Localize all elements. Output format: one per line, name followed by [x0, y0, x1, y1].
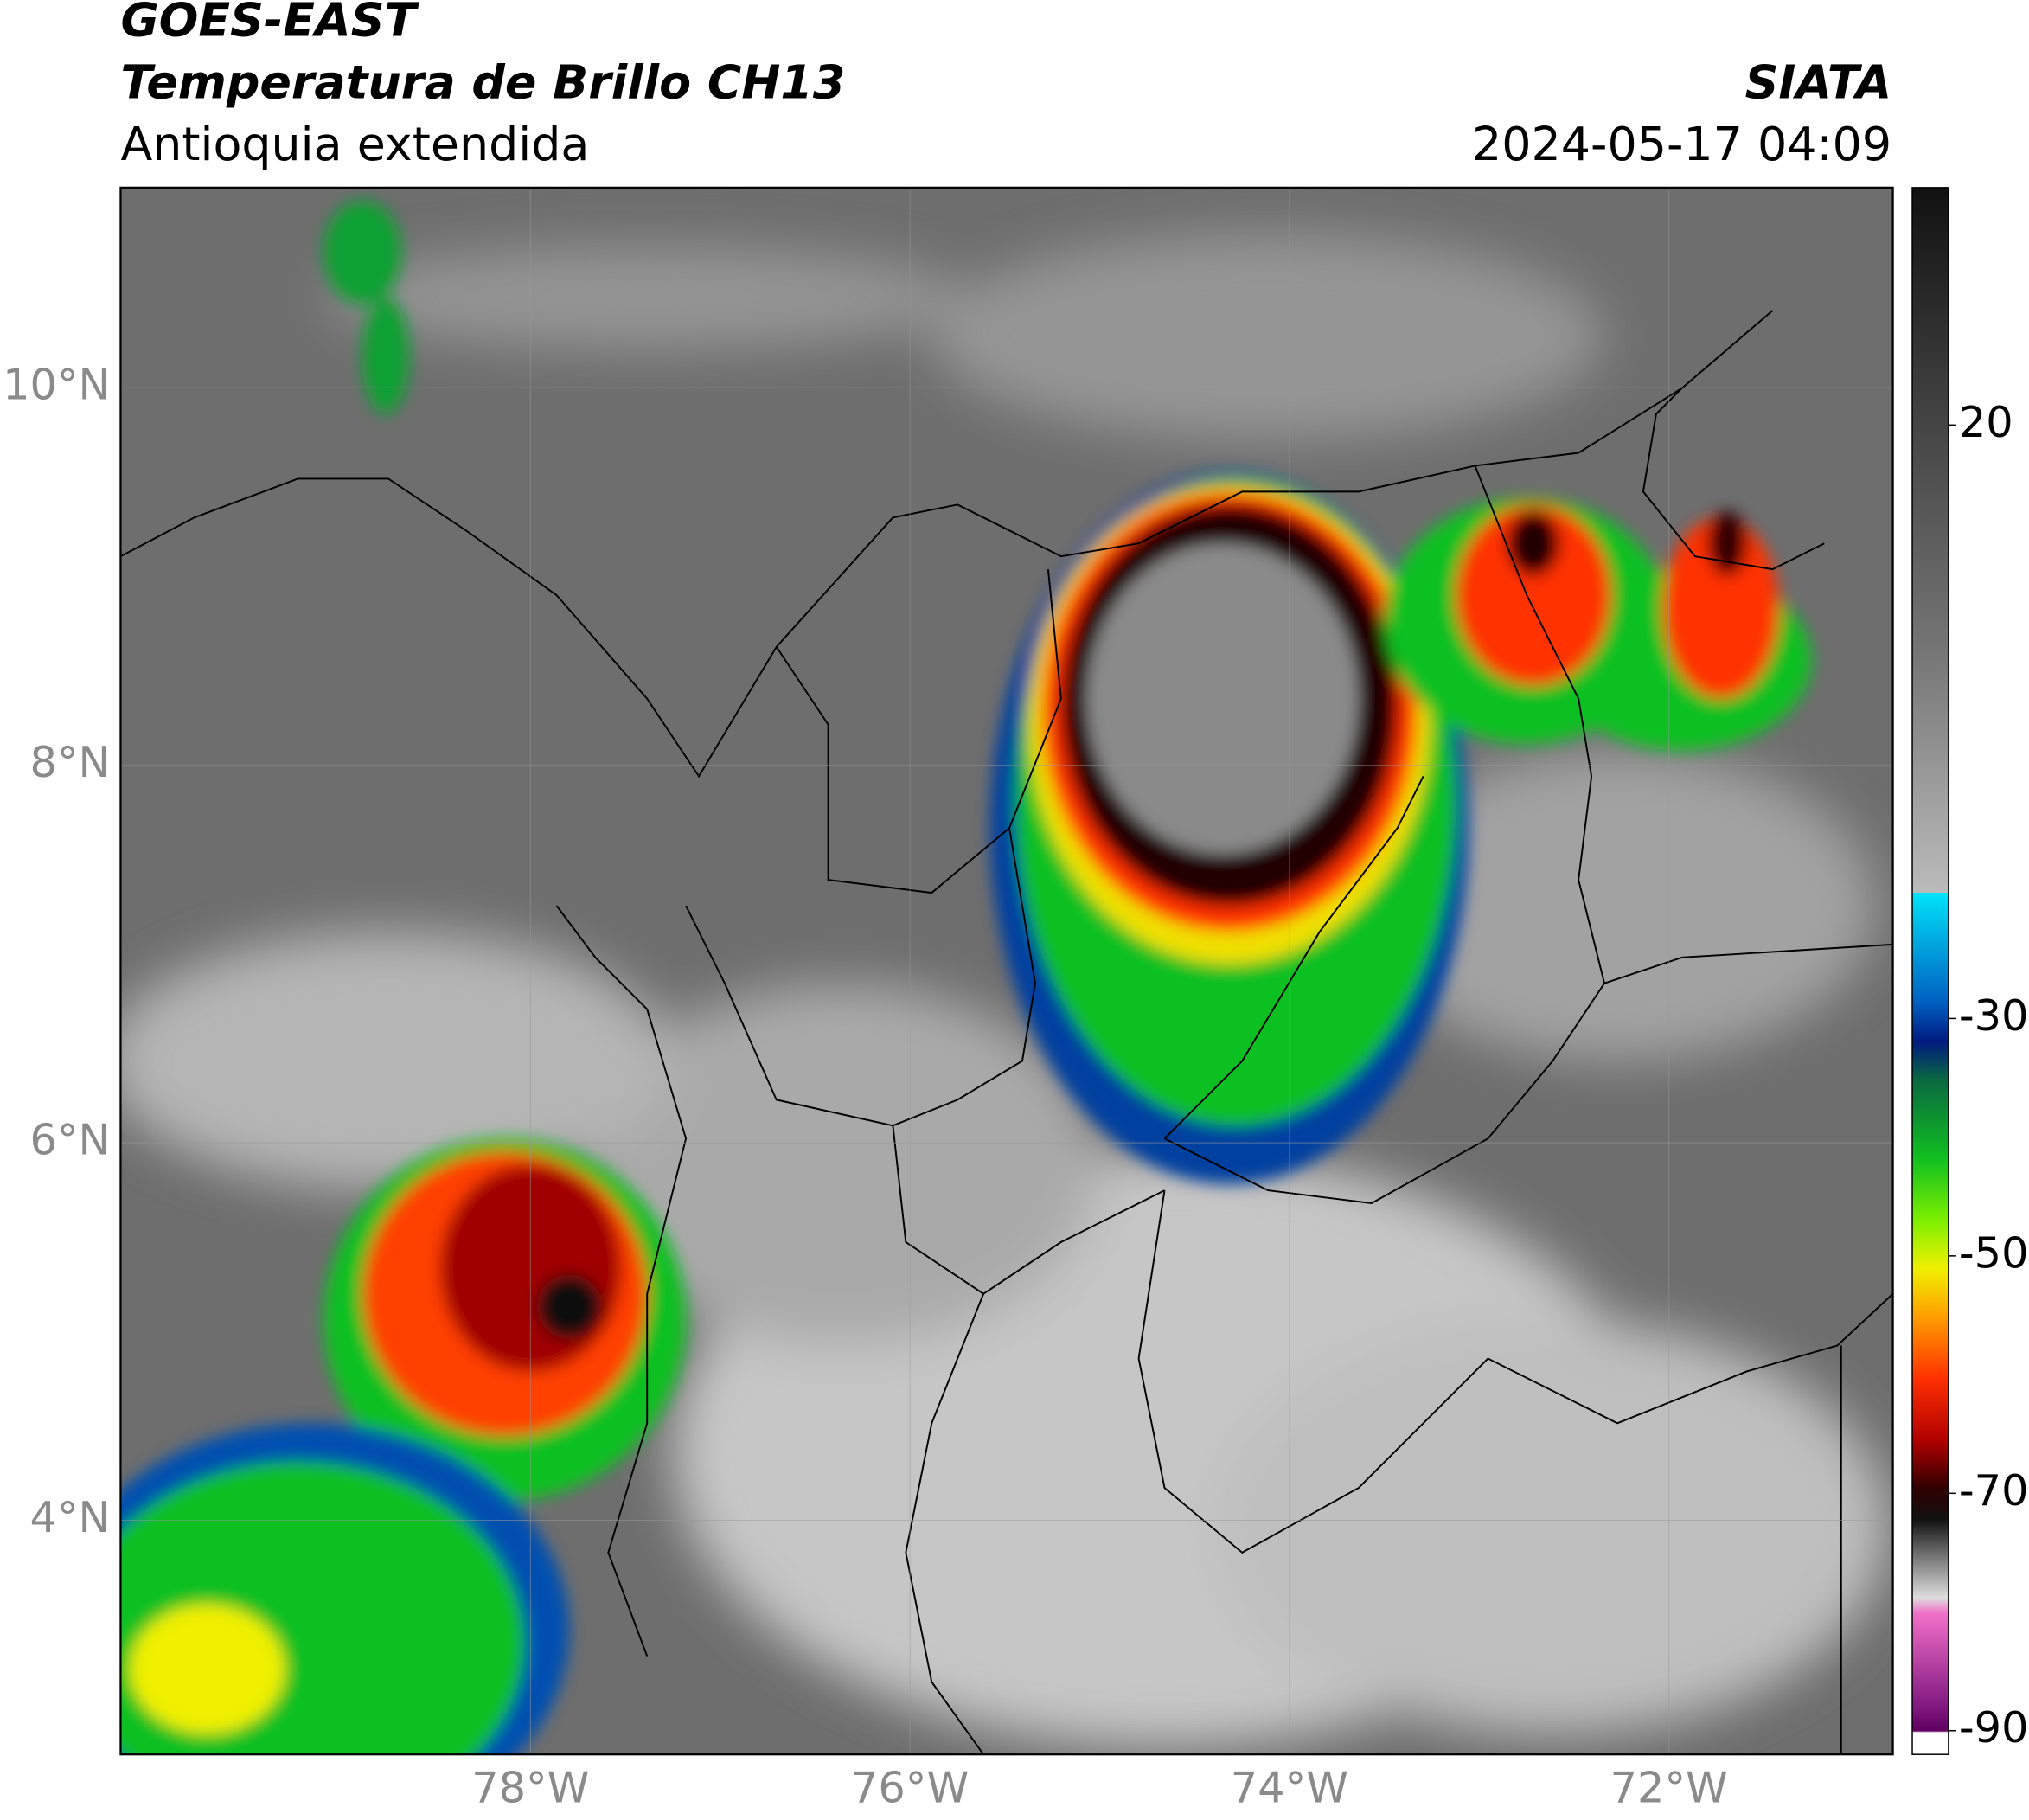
satellite-image: [120, 187, 1893, 1755]
y-tick-label: 8°N: [30, 737, 111, 787]
colorbar-tick-label: -50: [1959, 1227, 2029, 1278]
colorbar-tick-label: 20: [1959, 397, 2013, 447]
y-tick-label: 4°N: [30, 1492, 111, 1542]
y-tick-label: 10°N: [3, 360, 110, 410]
datetime: 2024-05-17 04:09: [1472, 117, 1891, 171]
organization: SIATA: [1745, 54, 1892, 109]
subtitle: Antioquia extendida: [120, 117, 589, 171]
x-tick-label: 74°W: [1231, 1763, 1348, 1813]
colorbar: [1911, 187, 1949, 1755]
x-tick-label: 78°W: [471, 1763, 589, 1813]
title-line-1: GOES-EAST: [120, 0, 419, 48]
colorbar-tick-label: -70: [1959, 1465, 2029, 1516]
colorbar-tick-label: -30: [1959, 990, 2029, 1041]
x-tick-label: 76°W: [851, 1763, 969, 1813]
map-frame: [119, 186, 1894, 1756]
grid: [120, 187, 1893, 1755]
y-tick-label: 6°N: [30, 1115, 111, 1165]
colorbar-tick-label: -90: [1959, 1702, 2029, 1753]
x-tick-label: 72°W: [1610, 1763, 1728, 1813]
title-line-2: Temperatura de Brillo CH13: [120, 54, 845, 109]
